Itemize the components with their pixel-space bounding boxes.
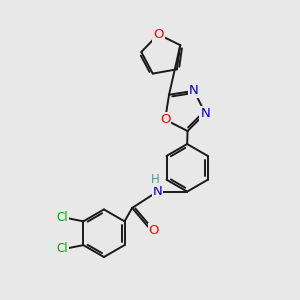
Text: O: O xyxy=(148,224,159,237)
Text: O: O xyxy=(160,113,170,126)
Text: O: O xyxy=(153,28,164,41)
Text: Cl: Cl xyxy=(56,211,68,224)
Text: N: N xyxy=(189,84,199,97)
Text: N: N xyxy=(153,185,162,198)
Text: H: H xyxy=(151,172,159,186)
Text: Cl: Cl xyxy=(56,242,68,255)
Text: N: N xyxy=(200,107,210,120)
